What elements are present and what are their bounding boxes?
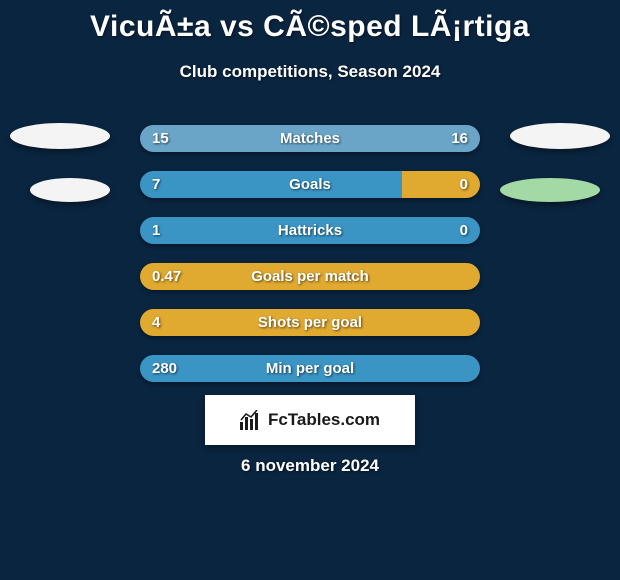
stat-value-right: 0 — [460, 217, 468, 244]
subtitle: Club competitions, Season 2024 — [0, 62, 620, 82]
date-label: 6 november 2024 — [0, 456, 620, 476]
stat-row: 0.47Goals per match — [140, 263, 480, 290]
decorative-ellipse — [500, 178, 600, 202]
stat-value-right: 16 — [451, 125, 468, 152]
decorative-ellipse — [10, 123, 110, 149]
stat-value-right: 0 — [460, 171, 468, 198]
stat-label: Goals — [140, 171, 480, 198]
stat-row: 15Matches16 — [140, 125, 480, 152]
stat-row: 280Min per goal — [140, 355, 480, 382]
stat-label: Shots per goal — [140, 309, 480, 336]
stat-label: Matches — [140, 125, 480, 152]
badge-text: FcTables.com — [268, 410, 380, 430]
stat-label: Goals per match — [140, 263, 480, 290]
stat-label: Hattricks — [140, 217, 480, 244]
decorative-ellipse — [510, 123, 610, 149]
stat-label: Min per goal — [140, 355, 480, 382]
bars-icon — [240, 410, 262, 430]
page-title: VicuÃ±a vs CÃ©sped LÃ¡rtiga — [0, 0, 620, 44]
comparison-chart: 15Matches16 7Goals0 1Hattricks0 0.47Goals p… — [140, 125, 480, 401]
source-badge: FcTables.com — [205, 395, 415, 445]
stat-row: 4Shots per goal — [140, 309, 480, 336]
decorative-ellipse — [30, 178, 110, 202]
stat-row: 1Hattricks0 — [140, 217, 480, 244]
stat-row: 7Goals0 — [140, 171, 480, 198]
